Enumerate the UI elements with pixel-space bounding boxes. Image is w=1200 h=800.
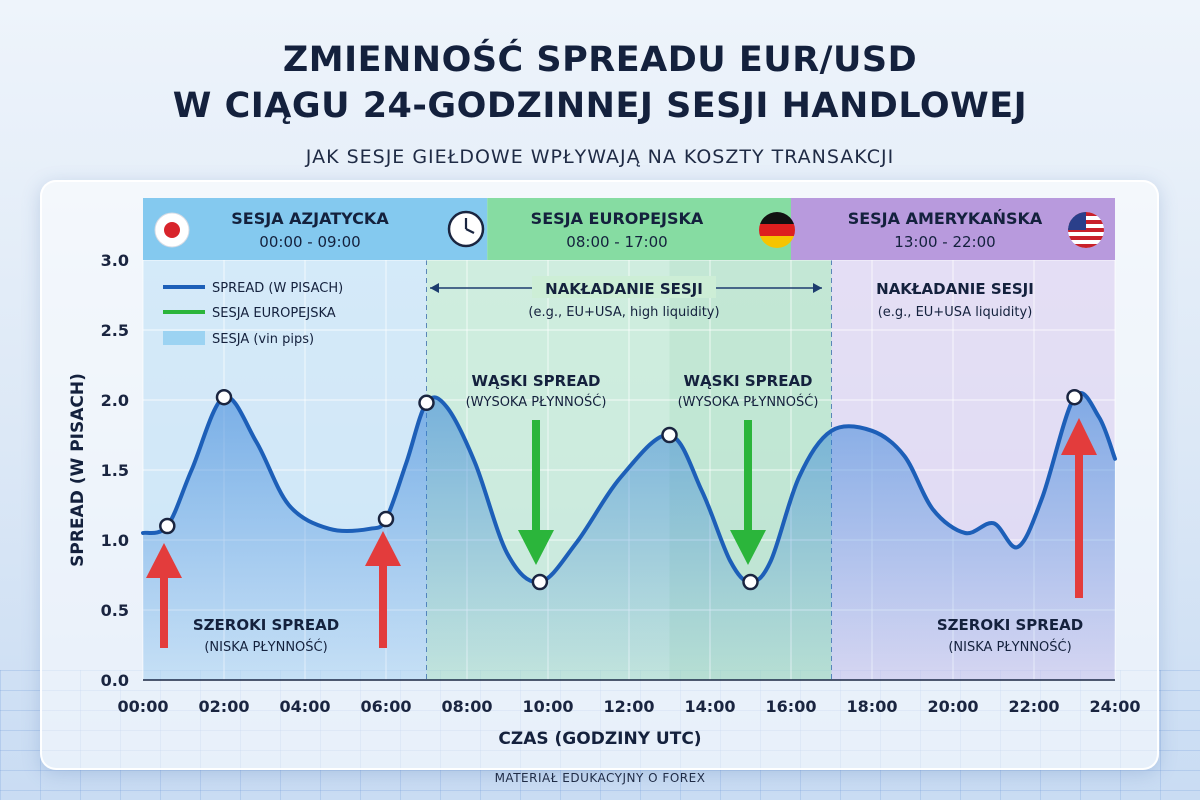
wide-spread-subtitle-2: (NISKA PŁYNNOŚĆ) [948, 639, 1071, 655]
europe-session-title: SESJA EUROPEJSKA [531, 209, 704, 228]
overlap-subtitle-2: (e.g., EU+USA liquidity) [878, 305, 1033, 320]
x-tick-label: 02:00 [199, 697, 250, 716]
overlap-arrow-left-head [430, 283, 439, 293]
legend-swatch-session [163, 331, 205, 345]
america-session-hours: 13:00 - 22:00 [894, 233, 995, 251]
page-title-line-1: ZMIENNOŚĆ SPREADU EUR/USD [282, 40, 918, 80]
y-axis-title: SPREAD (W PISACH) [68, 373, 88, 567]
america-session-title: SESJA AMERYKAŃSKA [848, 209, 1043, 228]
y-tick-label: 0.0 [101, 671, 129, 690]
europe-session-hours: 08:00 - 17:00 [566, 233, 667, 251]
america-session-band [791, 198, 1115, 260]
overlap-annotation-2: NAKŁADANIE SESJI (e.g., EU+USA liquidity… [876, 280, 1034, 320]
session-header-bands: SESJA AZJATYCKA 00:00 - 09:00 SESJA EURO… [143, 198, 1115, 260]
legend-label-session: SESJA (vin pips) [212, 332, 314, 347]
x-tick-label: 04:00 [280, 697, 331, 716]
wide-spread-annotation-2: SZEROKI SPREAD (NISKA PŁYNNOŚĆ) [937, 418, 1097, 655]
wide-spread-title: SZEROKI SPREAD [193, 616, 339, 634]
x-tick-label: 00:00 [118, 697, 169, 716]
asia-session-title: SESJA AZJATYCKA [231, 209, 389, 228]
y-axis-ticks: 0.0 0.5 1.0 1.5 2.0 2.5 3.0 [101, 251, 129, 690]
y-tick-label: 2.5 [101, 321, 129, 340]
data-point-marker [661, 426, 678, 444]
y-tick-label: 1.5 [101, 461, 129, 480]
arrow-down-icon [730, 420, 766, 565]
data-point-marker [418, 394, 435, 412]
page-subtitle: JAK SESJE GIEŁDOWE WPŁYWAJĄ NA KOSZTY TR… [305, 146, 895, 168]
arrow-up-icon [365, 531, 401, 648]
narrow-spread-title-2: WĄSKI SPREAD [683, 372, 812, 390]
arrow-down-icon [518, 420, 554, 565]
x-tick-label: 24:00 [1090, 697, 1141, 716]
japan-flag-icon [154, 212, 190, 248]
narrow-spread-annotation-1: WĄSKI SPREAD (WYSOKA PŁYNNOŚĆ) [466, 372, 607, 565]
overlap-title: NAKŁADANIE SESJI [545, 280, 703, 298]
overlap-annotation-1: NAKŁADANIE SESJI (e.g., EU+USA, high liq… [430, 276, 822, 320]
data-point-marker [1066, 388, 1083, 406]
footer-caption: MATERIAŁ EDUKACYJNY O FOREX [494, 771, 706, 785]
y-tick-label: 3.0 [101, 251, 129, 270]
x-tick-label: 20:00 [928, 697, 979, 716]
data-point-marker [377, 510, 395, 528]
x-tick-label: 12:00 [604, 697, 655, 716]
x-tick-label: 18:00 [847, 697, 898, 716]
narrow-spread-title: WĄSKI SPREAD [471, 372, 600, 390]
data-point-marker [531, 573, 549, 591]
germany-flag-icon [759, 212, 795, 248]
overlap-title-bg [532, 276, 716, 298]
clock-icon [447, 210, 485, 248]
legend-label-europe: SESJA EUROPEJSKA [212, 306, 336, 321]
asia-session-band [143, 198, 488, 260]
data-point-marker [159, 517, 176, 535]
overlap-title-2: NAKŁADANIE SESJI [876, 280, 1034, 298]
chart-legend: SPREAD (W PISACH) SESJA EUROPEJSKA SESJA… [163, 281, 343, 347]
data-point-marker [215, 388, 233, 406]
usa-flag-icon [1068, 212, 1104, 248]
x-axis-ticks: 00:00 02:00 04:00 06:00 08:00 10:00 12:00 14:00… [118, 697, 1141, 716]
spread-markers [159, 388, 1083, 591]
arrow-up-icon [1061, 418, 1097, 598]
x-tick-label: 06:00 [361, 697, 412, 716]
wide-spread-annotation-1: SZEROKI SPREAD (NISKA PŁYNNOŚĆ) [146, 531, 401, 655]
x-tick-label: 08:00 [442, 697, 493, 716]
narrow-spread-subtitle-2: (WYSOKA PŁYNNOŚĆ) [678, 394, 819, 410]
europe-session-band [487, 198, 791, 260]
asia-session-hours: 00:00 - 09:00 [259, 233, 360, 251]
spread-line [141, 391, 1117, 585]
overlap-arrow-right-head [813, 283, 822, 293]
x-tick-label: 16:00 [766, 697, 817, 716]
legend-label-spread: SPREAD (W PISACH) [212, 281, 343, 296]
wide-spread-title-2: SZEROKI SPREAD [937, 616, 1083, 634]
data-point-marker [742, 573, 759, 591]
arrow-up-icon [146, 543, 182, 648]
x-tick-label: 22:00 [1009, 697, 1060, 716]
x-tick-label: 10:00 [523, 697, 574, 716]
page-title-line-2: W CIĄGU 24-GODZINNEJ SESJI HANDLOWEJ [172, 86, 1028, 126]
y-tick-label: 0.5 [101, 601, 129, 620]
y-tick-label: 2.0 [101, 391, 129, 410]
x-tick-label: 14:00 [685, 697, 736, 716]
x-axis-title: CZAS (GODZINY UTC) [498, 729, 701, 749]
wide-spread-subtitle: (NISKA PŁYNNOŚĆ) [204, 639, 327, 655]
y-tick-label: 1.0 [101, 531, 129, 550]
overlap-subtitle: (e.g., EU+USA, high liquidity) [528, 305, 719, 320]
narrow-spread-annotation-2: WĄSKI SPREAD (WYSOKA PŁYNNOŚĆ) [678, 372, 819, 565]
narrow-spread-subtitle: (WYSOKA PŁYNNOŚĆ) [466, 394, 607, 410]
